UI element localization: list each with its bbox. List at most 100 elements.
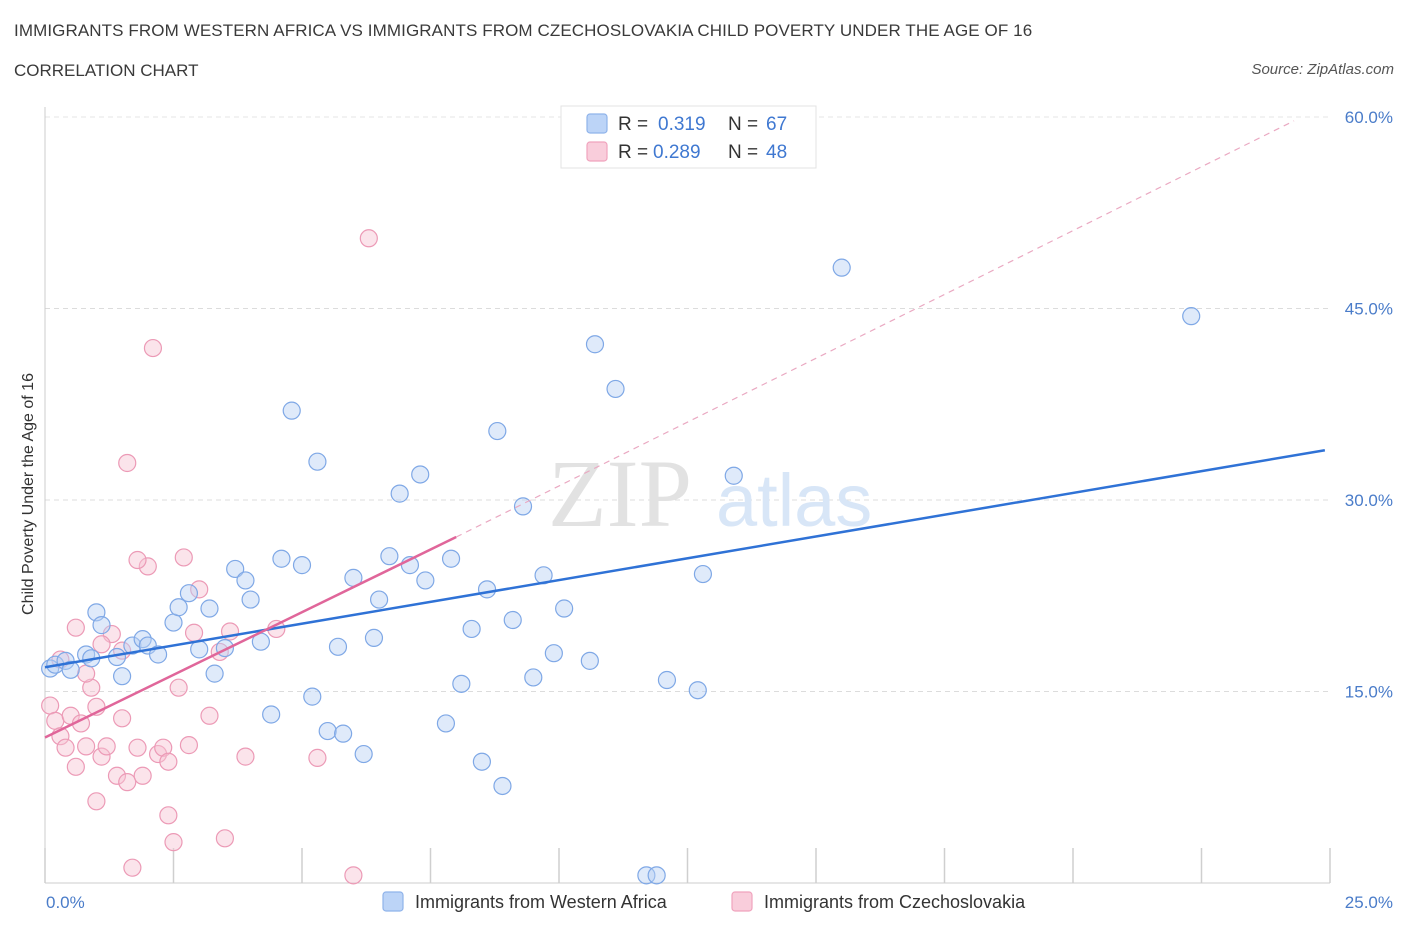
legend-n-label-2: N = xyxy=(728,142,758,163)
point-western-africa xyxy=(580,651,599,670)
point-czechoslovakia xyxy=(82,678,101,697)
point-western-africa xyxy=(477,580,497,599)
point-czechoslovakia xyxy=(200,706,219,725)
bottom-legend-swatch-czechoslovakia xyxy=(731,891,753,912)
series-czechoslovakia-points xyxy=(41,229,378,885)
point-western-africa xyxy=(436,714,456,733)
point-czechoslovakia xyxy=(159,752,178,771)
point-western-africa xyxy=(292,556,312,575)
source-credit: Source: ZipAtlas.com xyxy=(1251,61,1394,78)
point-czechoslovakia xyxy=(107,766,127,785)
point-czechoslovakia xyxy=(154,738,173,757)
point-western-africa xyxy=(179,584,199,603)
grid-lines xyxy=(45,116,1330,692)
point-western-africa xyxy=(92,616,111,635)
series-western-africa-points xyxy=(41,258,1201,885)
point-western-africa xyxy=(452,674,471,693)
point-western-africa xyxy=(354,744,373,764)
legend-r-value-1: 0.319 xyxy=(658,114,706,135)
point-western-africa xyxy=(282,401,301,420)
point-western-africa xyxy=(724,466,743,485)
point-western-africa xyxy=(606,379,625,399)
point-western-africa xyxy=(190,640,209,659)
point-western-africa xyxy=(370,590,389,609)
point-western-africa xyxy=(226,559,245,579)
point-western-africa xyxy=(364,628,384,647)
point-czechoslovakia xyxy=(359,229,378,248)
trend-lines xyxy=(44,120,1326,739)
point-western-africa xyxy=(308,452,327,471)
x-tick-label-right: 25.0% xyxy=(1345,893,1393,912)
point-czechoslovakia xyxy=(133,766,152,785)
point-czechoslovakia xyxy=(143,338,163,358)
trend-line-czechoslovakia xyxy=(44,535,457,739)
y-tick-label: 60.0% xyxy=(1345,108,1393,127)
point-western-africa xyxy=(328,637,348,656)
point-western-africa xyxy=(503,610,522,630)
point-western-africa xyxy=(524,668,543,687)
y-tick-label: 15.0% xyxy=(1345,683,1393,702)
point-western-africa xyxy=(688,681,707,700)
point-western-africa xyxy=(318,721,337,741)
point-czechoslovakia xyxy=(118,773,137,792)
legend-r-label-1: R = xyxy=(618,114,648,135)
point-czechoslovakia xyxy=(123,858,142,877)
point-western-africa xyxy=(416,571,435,590)
point-czechoslovakia xyxy=(128,738,147,757)
legend-n-value-2: 48 xyxy=(766,142,787,163)
point-czechoslovakia xyxy=(77,664,96,683)
bottom-legend-swatch-western-africa xyxy=(382,891,404,912)
point-western-africa xyxy=(1182,307,1201,326)
point-western-africa xyxy=(637,866,656,885)
point-western-africa xyxy=(112,667,132,686)
point-western-africa xyxy=(832,258,851,277)
point-western-africa xyxy=(488,421,507,441)
point-western-africa xyxy=(148,645,168,664)
point-czechoslovakia xyxy=(236,747,255,766)
bottom-legend: Immigrants from Western Africa Immigrant… xyxy=(382,891,1026,912)
point-western-africa xyxy=(657,670,677,690)
point-western-africa xyxy=(647,866,666,885)
legend-swatch-czechoslovakia xyxy=(586,141,608,162)
point-czechoslovakia xyxy=(66,757,85,776)
point-czechoslovakia xyxy=(184,623,204,642)
watermark: ZIP atlas xyxy=(548,440,872,547)
point-czechoslovakia xyxy=(92,635,111,654)
point-czechoslovakia xyxy=(344,866,363,885)
point-czechoslovakia xyxy=(112,709,132,728)
y-tick-label: 45.0% xyxy=(1345,300,1393,319)
point-western-africa xyxy=(123,636,142,655)
point-czechoslovakia xyxy=(190,580,209,599)
legend-r-value-2: 0.289 xyxy=(653,142,701,163)
point-czechoslovakia xyxy=(174,548,193,567)
chart-title: IMMIGRANTS FROM WESTERN AFRICA VS IMMIGR… xyxy=(14,21,1033,40)
y-axis-title: Child Poverty Under the Age of 16 xyxy=(20,373,37,615)
point-western-africa xyxy=(262,705,281,724)
trend-extension-czechoslovakia xyxy=(455,120,1295,538)
point-czechoslovakia xyxy=(179,736,199,755)
point-western-africa xyxy=(585,335,605,354)
point-czechoslovakia xyxy=(41,696,60,715)
point-czechoslovakia xyxy=(215,829,234,848)
bottom-legend-label-western-africa: Immigrants from Western Africa xyxy=(415,892,668,912)
x-tick-label-left: 0.0% xyxy=(46,893,85,912)
bottom-legend-label-czechoslovakia: Immigrants from Czechoslovakia xyxy=(764,892,1026,912)
legend: R = 0.319 N = 67 R = 0.289 N = 48 xyxy=(560,105,817,169)
point-western-africa xyxy=(61,660,80,679)
point-czechoslovakia xyxy=(169,678,188,697)
point-western-africa xyxy=(390,484,409,503)
point-czechoslovakia xyxy=(138,557,157,576)
point-western-africa xyxy=(272,549,291,568)
legend-n-value-1: 67 xyxy=(766,114,787,135)
point-czechoslovakia xyxy=(92,747,111,766)
point-czechoslovakia xyxy=(128,550,147,570)
point-western-africa xyxy=(462,619,481,639)
point-western-africa xyxy=(544,644,563,663)
legend-swatch-western-africa xyxy=(586,113,608,134)
chart-subtitle: CORRELATION CHART xyxy=(14,61,199,80)
point-western-africa xyxy=(241,590,260,609)
legend-r-label-2: R = xyxy=(618,142,648,163)
point-western-africa xyxy=(205,664,224,683)
point-western-africa xyxy=(334,724,353,743)
